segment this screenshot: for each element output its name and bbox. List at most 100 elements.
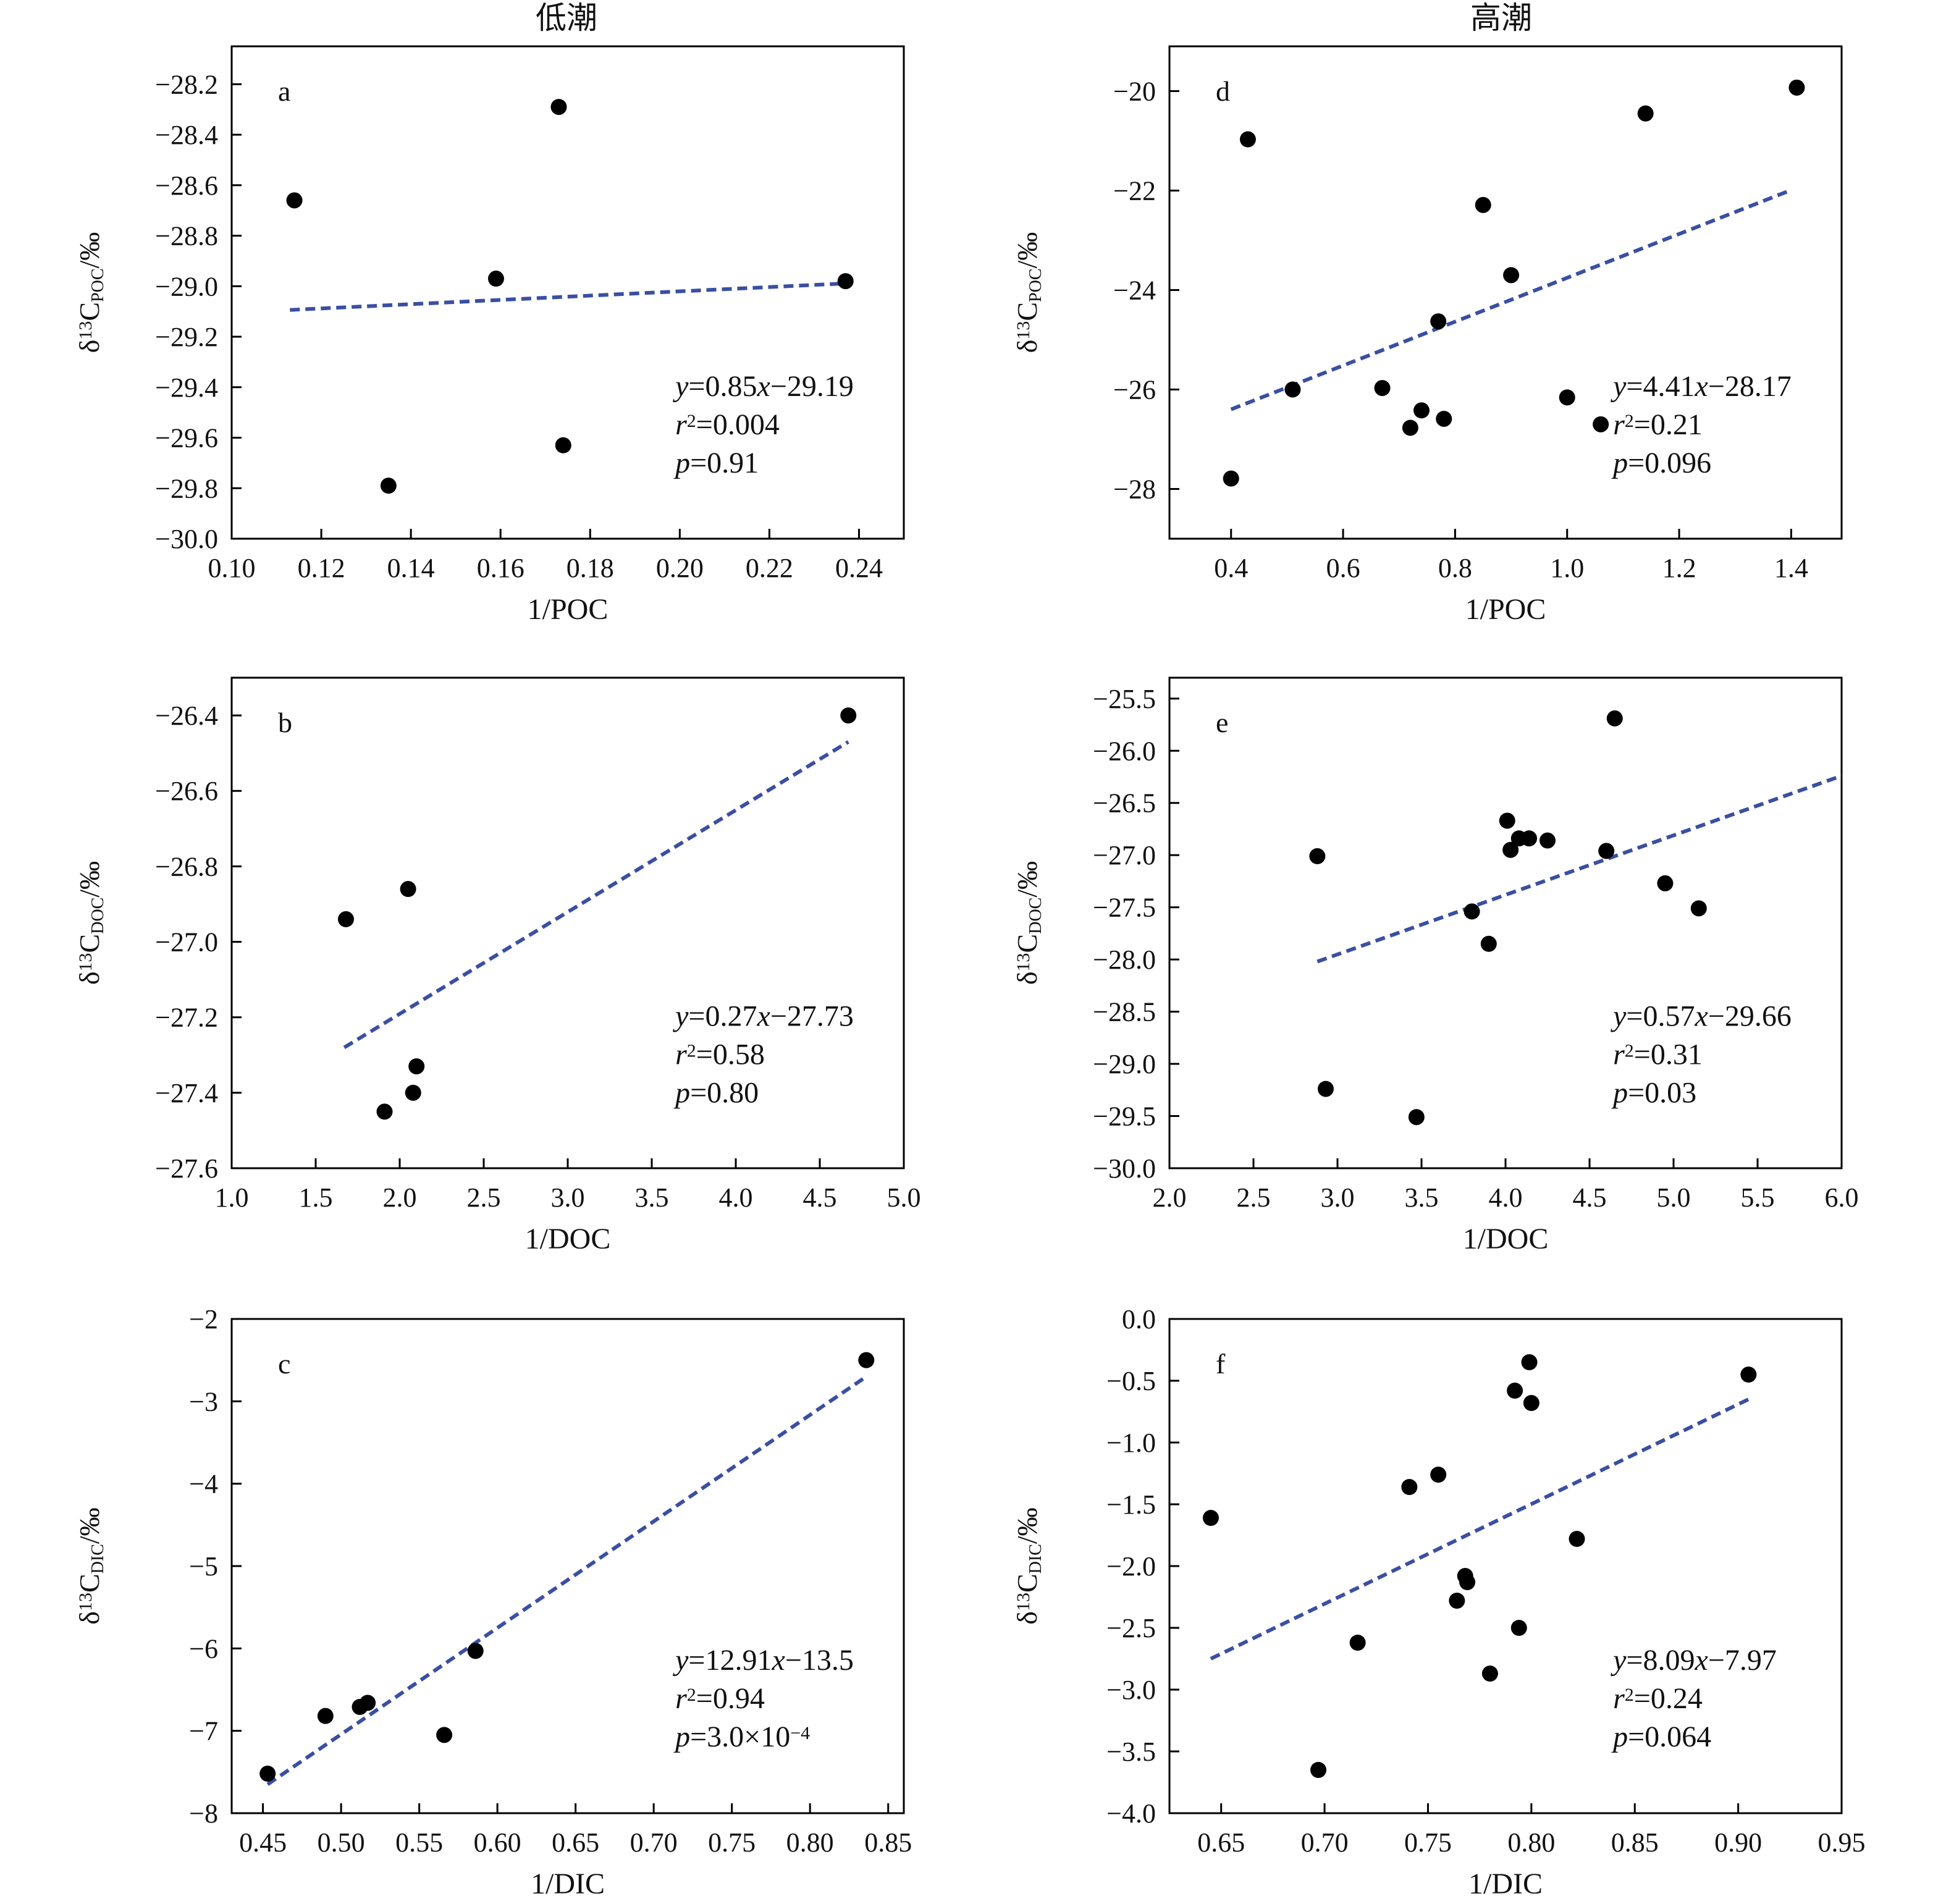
- y-axis-title: δ13CDOC/‰: [1011, 861, 1045, 985]
- y-tick-label: −3.5: [1106, 1737, 1156, 1767]
- y-tick-label: −4.0: [1106, 1798, 1156, 1829]
- x-tick-label: 0.60: [474, 1827, 521, 1858]
- panel-b: 1.0 1.5 2.0 2.5 3.0 3.5 4.0 4.5 5.0 −27.6 −27.4 −27…: [74, 676, 921, 1255]
- y-title-sub: POC: [1026, 268, 1045, 301]
- x-axis-title: 1/DOC: [525, 1223, 611, 1255]
- eq-intercept: −29.19: [770, 370, 854, 403]
- data-point: [1239, 131, 1256, 148]
- eq-y: y: [672, 370, 689, 403]
- r-squared: r2=0.94: [675, 1682, 765, 1715]
- x-tick-label: 1.5: [299, 1182, 333, 1213]
- eq-x: x: [1694, 370, 1708, 403]
- data-point: [1464, 903, 1480, 920]
- y-axis-title: δ13CDIC/‰: [1011, 1507, 1045, 1624]
- x-tick-label: 2.0: [1153, 1182, 1187, 1213]
- x-tick-label: 0.65: [552, 1827, 599, 1858]
- data-point: [337, 911, 354, 927]
- r2-sup: 2: [1625, 1685, 1634, 1705]
- y-title-unit: /‰: [74, 1507, 105, 1544]
- data-point: [259, 1766, 276, 1782]
- r2-value: =0.21: [1634, 408, 1703, 441]
- data-point: [1593, 416, 1609, 432]
- y-tick-label: −29.2: [155, 322, 218, 352]
- y-tick-label: −3.0: [1106, 1675, 1156, 1705]
- panel-a: 0.10 0.12 0.14 0.16 0.18 0.20 0.22 0.24 −30.0 −29…: [74, 45, 905, 626]
- x-tick-label: 0.12: [298, 553, 345, 583]
- y-tick-label: −28: [1113, 474, 1156, 504]
- p-letter: p: [673, 1077, 690, 1110]
- p-letter: p: [1611, 1721, 1628, 1753]
- data-point: [408, 1058, 425, 1075]
- regression-equation: y=8.09x−7.97: [1610, 1644, 1777, 1677]
- x-tick-label: 3.5: [1405, 1182, 1439, 1213]
- p-val: =0.064: [1628, 1721, 1711, 1753]
- x-axis-title: 1/POC: [528, 593, 609, 626]
- column-title-low-tide: 低潮: [536, 1, 597, 35]
- p-value: p=0.91: [673, 447, 759, 479]
- x-tick-label: 4.0: [719, 1182, 753, 1213]
- x-tick-label: 2.0: [383, 1182, 417, 1213]
- x-tick-label: 0.24: [835, 553, 883, 583]
- x-tick-label: 0.75: [1404, 1827, 1452, 1858]
- x-tick-label: 4.5: [1573, 1182, 1607, 1213]
- y-title-sub: DIC: [88, 1544, 107, 1573]
- data-point: [1436, 410, 1452, 427]
- regression-line: [1230, 188, 1792, 411]
- panel-f: 0.65 0.70 0.75 0.80 0.85 0.90 0.95 −4.0 −3.5 −3.0…: [1011, 1304, 1866, 1900]
- x-tick-label: 0.20: [656, 553, 704, 583]
- p-val: =3.0×10: [690, 1721, 790, 1753]
- x-tick-label: 0.70: [1301, 1827, 1349, 1858]
- x-tick-label: 0.70: [630, 1827, 678, 1858]
- eq-x: x: [756, 1000, 770, 1033]
- data-point: [1637, 105, 1654, 122]
- x-tick-label: 0.16: [477, 553, 524, 583]
- data-point: [436, 1727, 453, 1743]
- r-squared: r2=0.004: [675, 408, 780, 441]
- p-val: =0.91: [690, 447, 759, 479]
- data-point: [1284, 381, 1301, 398]
- y-tick-label: −28.0: [1093, 945, 1156, 975]
- p-value: p=0.03: [1611, 1077, 1696, 1110]
- x-tick-label: 3.0: [1321, 1182, 1355, 1213]
- data-point: [1690, 900, 1707, 917]
- y-title-sub: DOC: [88, 898, 107, 934]
- x-tick-label: 0.85: [864, 1827, 912, 1858]
- y-title-sup: 13: [1013, 953, 1034, 971]
- y-tick-label: −1.0: [1106, 1428, 1156, 1458]
- y-title-sup: 13: [1013, 321, 1034, 340]
- data-point: [1510, 1620, 1527, 1636]
- y-title-delta: δ: [74, 340, 105, 353]
- data-point: [1502, 841, 1519, 858]
- r2-r: r: [1613, 1038, 1625, 1071]
- y-tick-label: −1.5: [1106, 1489, 1156, 1520]
- y-title-unit: /‰: [74, 232, 105, 269]
- regression-equation: y=0.27x−27.73: [672, 1000, 854, 1033]
- r-squared: r2=0.24: [1613, 1682, 1703, 1715]
- y-tick-label: −2.5: [1106, 1613, 1156, 1643]
- y-title-base: C: [74, 934, 105, 953]
- y-tick-label: −26.0: [1093, 736, 1156, 766]
- x-axis-title: 1/POC: [1465, 593, 1546, 626]
- r-squared: r2=0.58: [675, 1038, 765, 1071]
- y-title-sup: 13: [75, 1593, 96, 1611]
- y-title-unit: /‰: [1011, 1507, 1043, 1544]
- data-point: [1523, 1395, 1540, 1411]
- y-tick-label: −8: [189, 1798, 218, 1829]
- y-title-base: C: [1011, 934, 1043, 953]
- x-tick-label: 2.5: [1237, 1182, 1271, 1213]
- y-tick-label: −26.6: [155, 776, 218, 806]
- x-tick-label: 2.5: [467, 1182, 501, 1213]
- data-point: [840, 707, 857, 724]
- eq-coef: =4.41: [1626, 370, 1695, 403]
- y-title-base: C: [74, 302, 105, 321]
- y-tick-label: −29.8: [155, 473, 218, 503]
- p-letter: p: [1611, 1077, 1628, 1110]
- r2-sup: 2: [687, 1041, 696, 1061]
- data-point: [1309, 848, 1326, 864]
- y-tick-label: −27.0: [1093, 840, 1156, 870]
- panel-letter: f: [1216, 1348, 1226, 1380]
- y-tick-label: −26: [1113, 374, 1156, 405]
- y-title-unit: /‰: [74, 861, 105, 898]
- data-point: [1521, 830, 1538, 847]
- data-point: [1499, 812, 1515, 829]
